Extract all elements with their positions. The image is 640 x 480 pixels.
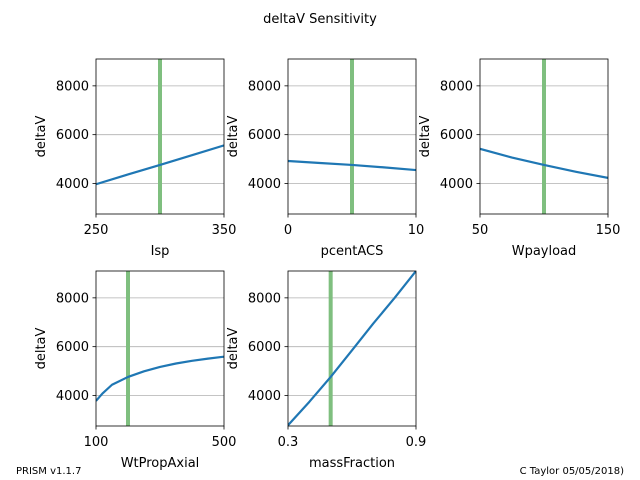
x-tick-label: 250	[84, 223, 109, 238]
y-tick-label: 8000	[56, 291, 89, 306]
y-tick-label: 8000	[440, 79, 473, 94]
y-tick-label: 8000	[248, 291, 281, 306]
axes-frame	[479, 58, 609, 215]
x-tick-label: 0.3	[278, 435, 299, 450]
x-axis-label: massFraction	[309, 456, 395, 471]
x-tick-label: 0	[284, 223, 292, 238]
series-line	[480, 147, 608, 179]
x-tick-label: 150	[596, 223, 621, 238]
subplot-grid: 4000 6000 8000 250 350 Isp deltaV 4000 6000 8000 0…	[34, 58, 621, 471]
y-axis-label: deltaV	[226, 327, 241, 369]
subplot-WtPropAxial: 4000 6000 8000 100 500 WtPropAxial deltaV	[34, 270, 237, 471]
y-tick-label: 4000	[248, 177, 281, 192]
series-line	[288, 159, 416, 172]
axes-frame	[287, 58, 417, 215]
y-tick-label: 6000	[248, 340, 281, 355]
x-axis-label: WtPropAxial	[121, 456, 200, 471]
y-tick-label: 6000	[56, 340, 89, 355]
x-tick-label: 500	[212, 435, 237, 450]
figure-title: deltaV Sensitivity	[263, 12, 377, 27]
axes-frame	[287, 270, 417, 427]
footer-version: PRISM v1.1.7	[16, 466, 81, 477]
subplot-massFraction: 4000 6000 8000 0.3 0.9 massFraction deltaV	[226, 270, 427, 471]
y-axis-label: deltaV	[418, 115, 433, 157]
y-tick-label: 6000	[248, 128, 281, 143]
x-tick-label: 10	[408, 223, 425, 238]
series-line	[288, 271, 416, 426]
y-axis-label: deltaV	[34, 115, 49, 157]
axes-frame	[95, 58, 225, 215]
y-tick-label: 4000	[440, 177, 473, 192]
series-line	[96, 355, 224, 402]
y-tick-label: 4000	[56, 177, 89, 192]
subplot-pcentACS: 4000 6000 8000 0 10 pcentACS deltaV	[226, 58, 425, 259]
footer-author-date: C Taylor 05/05/2018)	[520, 466, 624, 477]
x-axis-label: Isp	[151, 244, 170, 259]
y-tick-label: 4000	[56, 389, 89, 404]
axes-frame	[95, 270, 225, 427]
x-tick-label: 100	[84, 435, 109, 450]
x-tick-label: 0.9	[406, 435, 427, 450]
y-tick-label: 8000	[248, 79, 281, 94]
x-tick-label: 50	[472, 223, 489, 238]
y-axis-label: deltaV	[34, 327, 49, 369]
x-tick-label: 350	[212, 223, 237, 238]
y-axis-label: deltaV	[226, 115, 241, 157]
y-tick-label: 4000	[248, 389, 281, 404]
subplot-Isp: 4000 6000 8000 250 350 Isp deltaV	[34, 58, 237, 259]
y-tick-label: 6000	[56, 128, 89, 143]
x-axis-label: Wpayload	[512, 244, 577, 259]
series-line	[96, 144, 224, 186]
subplot-Wpayload: 4000 6000 8000 50 150 Wpayload deltaV	[418, 58, 621, 259]
y-tick-label: 8000	[56, 79, 89, 94]
x-axis-label: pcentACS	[321, 244, 384, 259]
y-tick-label: 6000	[440, 128, 473, 143]
